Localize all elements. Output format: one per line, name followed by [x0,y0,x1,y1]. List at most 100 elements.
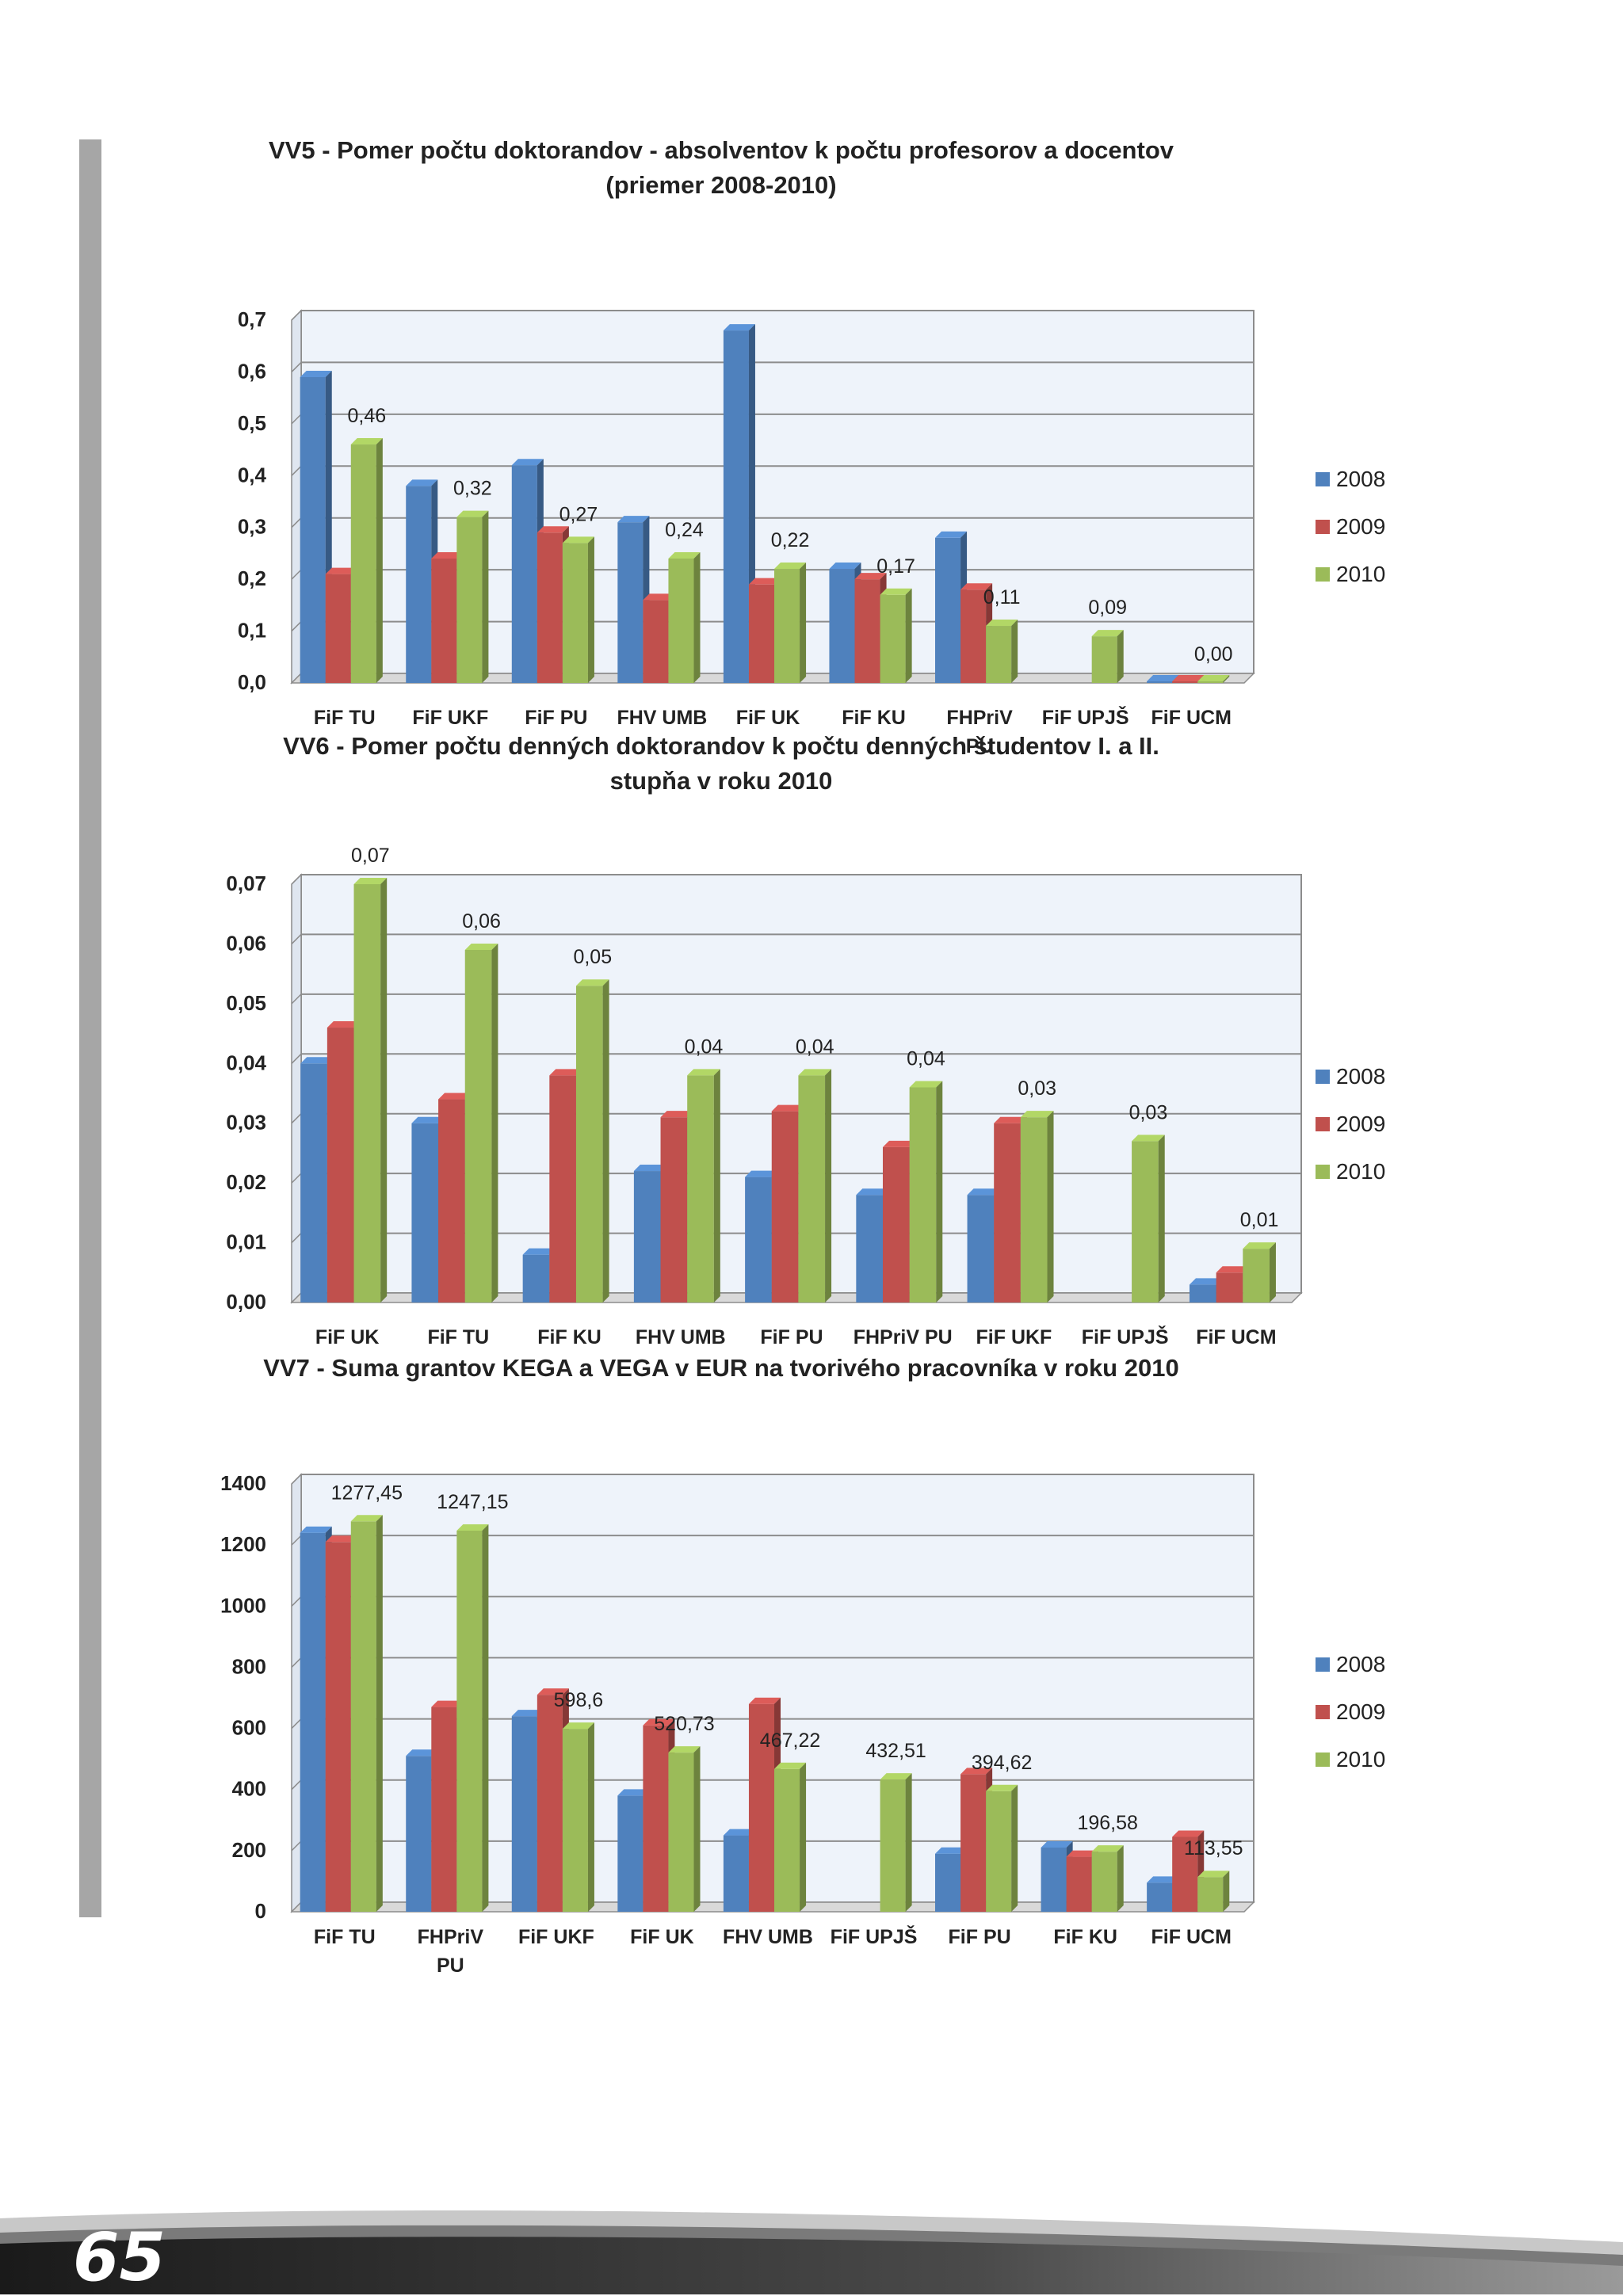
chart-vv7: VV7 - Suma grantov KEGA a VEGA v EUR na … [174,1351,1506,1977]
bar-top-2009 [549,1069,582,1076]
bar-top-2009 [994,1116,1027,1123]
bar-2009 [748,584,775,683]
chart-vv6: VV6 - Pomer počtu denných doktorandov k … [174,729,1506,1355]
bar-side-2010 [1047,1111,1054,1302]
data-label: 0,05 [573,946,612,968]
bar-top-2009 [643,1718,675,1726]
data-label: 0,07 [351,845,390,867]
bar-top-2009 [1066,1850,1098,1857]
chart-title-line: VV6 - Pomer počtu denných doktorandov k … [283,732,1159,760]
bar-top-2010 [1243,1242,1276,1249]
bar-top-2010 [986,620,1018,627]
bar-side-2010 [713,1069,720,1302]
data-label: 0,04 [685,1035,724,1058]
bar-top-2008 [617,1789,650,1796]
x-tick-label: FiF UCM [1151,707,1232,729]
bar-side-2010 [1117,630,1124,683]
gridline-diagonal [291,994,302,1005]
bar-2010 [1197,1877,1224,1912]
x-tick-label: FiF TU [314,1926,376,1948]
gridline-diagonal [291,1173,302,1184]
page-number: 65 [73,2218,166,2296]
legend-swatch-2009 [1316,520,1330,534]
y-tick-label: 0,01 [226,1230,266,1254]
legend-label-2009: 2009 [1336,1699,1385,1724]
chart-svg: 0 200 400 600 800 1000 1200 1400 1277,45 FiF TU 12… [220,1471,1385,1977]
bar-2008 [617,522,643,683]
bar-top-2009 [660,1111,694,1118]
data-label: 0,22 [771,529,810,551]
gridline-diagonal [291,1474,302,1485]
bar-2008 [935,537,961,683]
gridline-diagonal [291,1053,302,1064]
bar-top-2008 [967,1188,1001,1196]
bar-2010 [1243,1249,1270,1302]
bar-side-2010 [491,943,498,1302]
data-label: 0,01 [1240,1209,1279,1231]
bar-2009 [994,1123,1021,1302]
bar-2009 [960,589,987,683]
chart-title-line: VV7 - Suma grantov KEGA a VEGA v EUR na … [263,1354,1179,1382]
bar-2008 [723,330,749,683]
bar-side-2010 [376,1515,383,1912]
x-tick-label: FHPriV [946,707,1013,729]
legend-label-2009: 2009 [1336,1112,1385,1136]
x-tick-label: FiF UK [736,707,800,729]
legend-swatch-2008 [1316,1070,1330,1084]
legend-label-2010: 2010 [1336,562,1385,586]
gridline-diagonal [291,1718,302,1730]
bar-2008 [1147,1882,1173,1912]
bar-2010 [456,517,483,683]
bar-top-2008 [1147,675,1179,681]
y-tick-label: 600 [232,1716,266,1740]
bar-side-2010 [1269,1242,1276,1302]
bar-side-2010 [1011,620,1018,683]
bar-2009 [1066,1856,1092,1912]
bar-top-2009 [643,593,675,601]
x-tick-label: PU [437,1955,464,1977]
legend-label-2010: 2010 [1336,1747,1385,1772]
bar-2008 [935,1853,961,1912]
bar-2010 [562,1729,588,1912]
data-label: 0,00 [1194,643,1233,666]
bar-2010 [798,1075,826,1302]
bar-top-2008 [935,1847,968,1854]
bar-top-2010 [562,536,594,543]
bar-top-2010 [668,1746,701,1753]
bar-top-2009 [960,1768,993,1775]
data-label: 0,04 [796,1035,834,1058]
gridline-diagonal [291,1113,302,1124]
legend-swatch-2010 [1316,567,1330,582]
bar-top-2008 [511,459,544,466]
data-label: 0,09 [1088,597,1127,619]
x-tick-label: FiF KU [537,1326,601,1348]
x-tick-label: FiF UPJŠ [1082,1325,1169,1348]
gridline-diagonal [291,1779,302,1791]
y-tick-label: 0,4 [238,463,267,486]
bar-top-2008 [300,370,332,377]
bar-2008 [967,1195,995,1302]
bar-top-2009 [431,551,464,559]
data-label: 0,46 [347,405,386,427]
y-tick-label: 0,02 [226,1170,266,1194]
x-tick-label: FiF TU [314,707,376,729]
x-tick-label: FiF UPJŠ [1042,705,1129,729]
bar-top-2008 [1189,1278,1223,1285]
bar-2010 [464,949,492,1302]
bar-2009 [438,1099,465,1302]
y-tick-label: 1200 [220,1532,266,1556]
x-tick-label: FiF TU [427,1326,489,1348]
bar-2008 [411,1123,439,1302]
bar-2010 [668,558,694,683]
bar-top-2009 [854,573,887,580]
bar-2009 [537,1695,563,1912]
legend-swatch-2008 [1316,472,1330,486]
y-tick-label: 400 [232,1777,266,1801]
bar-side-2010 [482,510,489,683]
bar-2009 [748,1703,775,1912]
data-label: 0,32 [453,478,492,500]
sidebar-accent-bar [79,139,101,1917]
bar-2009 [854,579,880,683]
x-tick-label: FiF KU [842,707,906,729]
bar-2008 [300,376,326,683]
